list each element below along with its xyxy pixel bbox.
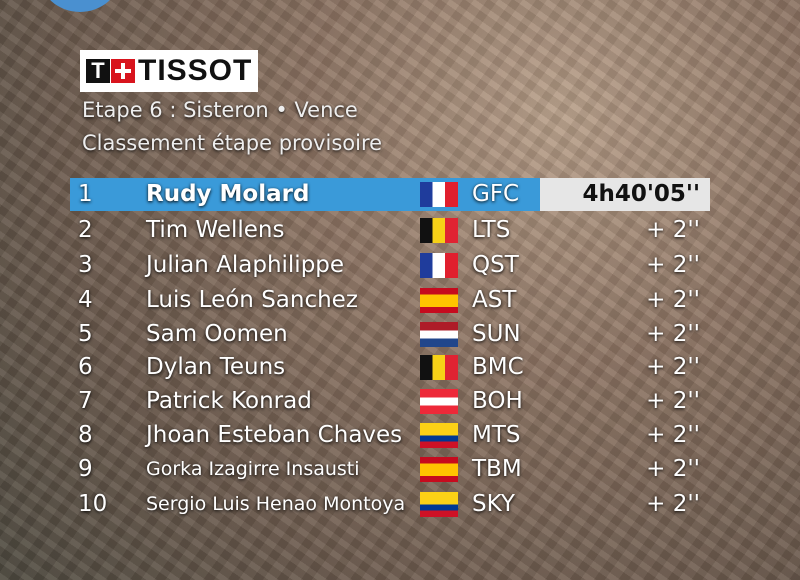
rider-name: Sam Oomen [146,321,288,347]
logo-cross [111,59,135,83]
time-gap: + 2'' [646,456,700,482]
time-gap: + 2'' [646,491,700,517]
team-code: MTS [472,422,521,448]
time-box [540,178,710,211]
time-gap: + 2'' [646,354,700,380]
standing-row: 2 Tim Wellens LTS + 2'' [70,214,710,247]
rank: 7 [78,388,93,414]
team-code: SUN [472,321,521,347]
team-code: SKY [472,491,515,517]
standing-row: 3 Julian Alaphilippe QST + 2'' [70,249,710,282]
time-gap: 4h40'05'' [582,181,700,207]
rider-name: Luis León Sanchez [146,287,358,313]
rank: 9 [78,456,93,482]
time-gap: + 2'' [646,321,700,347]
time-gap: + 2'' [646,388,700,414]
time-gap: + 2'' [646,287,700,313]
rider-name: Patrick Konrad [146,388,312,414]
team-code: GFC [472,181,520,207]
rank: 6 [78,354,93,380]
team-code: AST [472,287,517,313]
standing-row: 7 Patrick Konrad BOH + 2'' [70,385,710,418]
standing-row: 9 Gorka Izagirre Insausti TBM + 2'' [70,453,710,486]
rank: 1 [78,181,93,207]
rider-name: Rudy Molard [146,181,310,207]
subtitle: Classement étape provisoire [82,131,383,155]
team-code: LTS [472,217,511,243]
flag [420,492,458,517]
rider-name: Jhoan Esteban Chaves [146,422,403,448]
rank: 8 [78,422,93,448]
rider-name: Dylan Teuns [146,354,286,380]
standing-row: 10 Sergio Luis Henao Montoya SKY + 2'' [70,488,710,521]
logo-text: TISSOT [138,54,253,87]
rider-name: Gorka Izagirre Insausti [146,458,360,480]
flag [420,253,458,278]
flag [420,355,458,380]
flag [420,288,458,313]
team-code: TBM [472,456,522,482]
team-code: QST [472,252,519,278]
standing-row: 8 Jhoan Esteban Chaves MTS + 2'' [70,419,710,452]
flag [420,457,458,482]
rider-name: Tim Wellens [146,217,285,243]
rider-name: Sergio Luis Henao Montoya [146,493,406,515]
standing-row: 4 Luis León Sanchez AST + 2'' [70,284,710,317]
stage-title: Etape 6 : Sisteron • Vence [82,98,358,122]
rank: 5 [78,321,93,347]
time-gap: + 2'' [646,252,700,278]
team-code: BOH [472,388,523,414]
flag [420,182,458,207]
logo-t: T [86,59,110,83]
flag [420,389,458,414]
standing-row: 6 Dylan Teuns BMC + 2'' [70,351,710,384]
sponsor-logo: T TISSOT [80,50,258,92]
flag [420,218,458,243]
rank: 3 [78,252,93,278]
rank: 10 [78,491,108,517]
rider-name: Julian Alaphilippe [146,252,345,278]
time-gap: + 2'' [646,422,700,448]
leader-bar [70,178,540,211]
rank: 2 [78,217,93,243]
standing-row: 5 Sam Oomen SUN + 2'' [70,318,710,351]
team-code: BMC [472,354,524,380]
flag [420,322,458,347]
rank: 4 [78,287,93,313]
time-gap: + 2'' [646,217,700,243]
standing-row: 1 Rudy Molard GFC 4h40'05'' [70,178,710,211]
flag [420,423,458,448]
